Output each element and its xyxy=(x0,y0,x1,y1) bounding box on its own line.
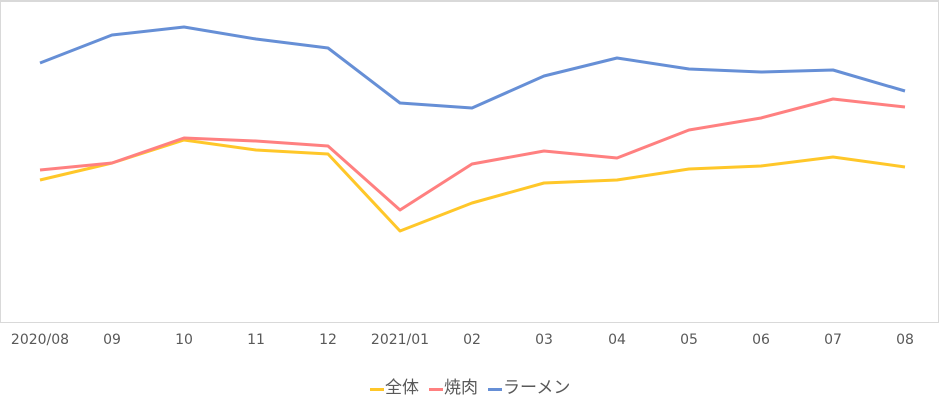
x-tick-label: 08 xyxy=(896,332,914,348)
series-line xyxy=(39,97,906,212)
legend: 全体 焼肉 ラーメン xyxy=(370,373,570,398)
legend-label: 焼肉 xyxy=(444,378,478,398)
x-tick-label: 02 xyxy=(463,332,481,348)
legend-label: 全体 xyxy=(385,378,419,398)
legend-item-yakiniku: 焼肉 xyxy=(429,373,478,398)
series-line xyxy=(39,25,906,110)
x-tick-label: 11 xyxy=(247,332,265,348)
x-tick-label: 05 xyxy=(680,332,698,348)
x-tick-label: 2021/01 xyxy=(370,332,430,348)
plot-area-frame xyxy=(0,0,939,323)
legend-label: ラーメン xyxy=(503,378,571,398)
x-tick-label: 12 xyxy=(319,332,337,348)
x-tick-label: 10 xyxy=(175,332,193,348)
x-tick-label: 03 xyxy=(535,332,553,348)
legend-item-ramen: ラーメン xyxy=(488,373,570,398)
legend-swatch-icon xyxy=(370,388,384,391)
legend-swatch-icon xyxy=(488,388,502,391)
x-tick-label: 09 xyxy=(103,332,121,348)
legend-swatch-icon xyxy=(429,388,443,391)
legend-item-overall: 全体 xyxy=(370,373,419,398)
x-tick-label: 06 xyxy=(752,332,770,348)
series-line xyxy=(39,138,906,233)
x-tick-label: 07 xyxy=(824,332,842,348)
line-plot xyxy=(39,25,906,233)
x-tick-label: 04 xyxy=(608,332,626,348)
x-tick-label: 2020/08 xyxy=(10,332,70,348)
